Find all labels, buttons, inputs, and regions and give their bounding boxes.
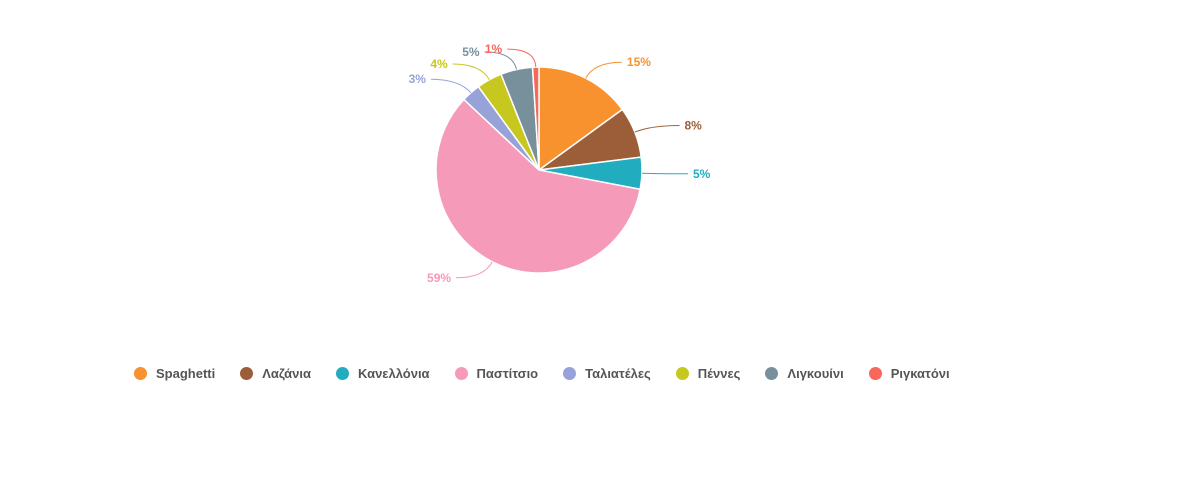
legend-label: Ταλιατέλες	[585, 366, 651, 381]
legend-item-pastitsio[interactable]: Παστίτσιο	[454, 366, 539, 381]
pie-slices	[435, 66, 643, 274]
label-connector	[452, 63, 490, 80]
legend-swatch	[563, 367, 577, 380]
label-connector	[634, 124, 680, 133]
legend-swatch	[868, 367, 882, 380]
legend-label: Πέννες	[697, 366, 741, 381]
pie-slice[interactable]	[435, 98, 642, 274]
slice-percent-label: 15%	[627, 55, 651, 69]
slice-percent-label: 8%	[685, 118, 703, 132]
legend-item-cannelloni[interactable]: Κανελλόνια	[335, 366, 430, 381]
slice-percent-label: 59%	[427, 271, 451, 285]
label-connector	[585, 61, 622, 79]
legend-label: Spaghetti	[156, 366, 216, 381]
slice-percent-label: 5%	[462, 45, 480, 59]
legend-item-linguine[interactable]: Λιγκουίνι	[765, 366, 844, 381]
legend-item-lasagna[interactable]: Λαζάνια	[240, 366, 311, 381]
legend-swatch	[765, 367, 779, 380]
legend-swatch	[335, 367, 349, 380]
legend-label: Λιγκουίνι	[787, 366, 844, 381]
slice-percent-label: 3%	[409, 72, 427, 86]
legend-label: Παστίτσιο	[476, 366, 539, 381]
legend-item-rigatoni[interactable]: Ριγκατόνι	[868, 366, 950, 381]
legend-label: Λαζάνια	[262, 366, 311, 381]
legend-item-spaghetti[interactable]: Spaghetti	[134, 366, 215, 381]
legend-label: Κανελλόνια	[357, 366, 430, 381]
legend-swatch	[675, 367, 689, 380]
slice-percent-label: 1%	[485, 42, 503, 56]
label-connector	[456, 261, 493, 279]
label-connector	[430, 78, 472, 94]
legend-label: Ριγκατόνι	[890, 366, 950, 381]
label-connector	[484, 51, 518, 70]
legend-swatch	[240, 367, 254, 380]
legend-swatch	[454, 367, 468, 380]
label-connector	[507, 48, 537, 68]
label-connector	[641, 172, 688, 175]
legend-item-tagliatelle[interactable]: Ταλιατέλες	[563, 366, 651, 381]
slice-percent-label: 5%	[693, 167, 711, 181]
chart-legend: Spaghetti Λαζάνια Κανελλόνια Παστίτσιο Τ…	[134, 366, 975, 381]
slice-percent-label: 4%	[430, 57, 448, 71]
legend-swatch	[134, 367, 147, 380]
legend-item-penne[interactable]: Πέννες	[675, 366, 741, 381]
pie-labels: 15% 8% 5% 59% 3%4% 5% 1%	[409, 42, 711, 285]
